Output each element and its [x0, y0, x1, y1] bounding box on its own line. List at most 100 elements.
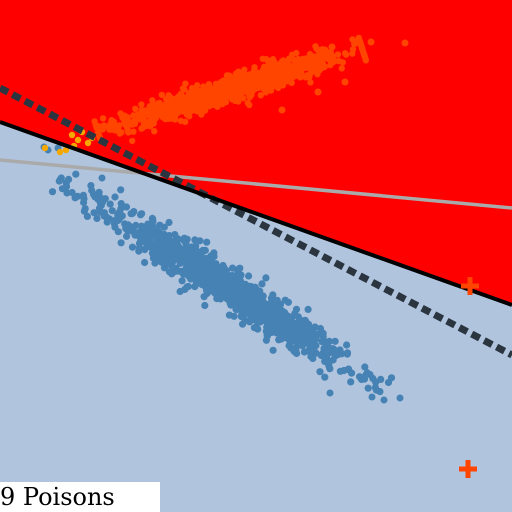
data-point: [256, 287, 264, 295]
data-point: [173, 266, 181, 274]
data-point: [401, 39, 409, 47]
data-point: [158, 239, 166, 247]
data-point: [228, 264, 237, 272]
data-point: [149, 110, 156, 117]
data-point: [268, 76, 275, 84]
data-point: [269, 321, 277, 329]
data-point: [41, 144, 49, 152]
data-point: [280, 57, 287, 64]
data-point: [246, 101, 253, 109]
boundary-lines: [0, 84, 512, 359]
data-point: [277, 313, 285, 321]
data-point: [326, 365, 334, 373]
data-point: [163, 96, 170, 103]
data-point: [230, 312, 238, 320]
data-point: [206, 103, 213, 110]
data-point: [281, 331, 290, 340]
data-point: [293, 337, 301, 345]
data-point: [320, 338, 328, 346]
data-point: [68, 131, 76, 139]
data-point: [192, 246, 200, 254]
data-point: [355, 34, 362, 42]
data-point: [271, 68, 278, 75]
data-point: [92, 121, 99, 128]
data-point: [248, 299, 257, 307]
data-point: [210, 249, 218, 257]
data-point: [196, 108, 203, 115]
data-point: [240, 70, 248, 77]
data-point: [114, 228, 122, 236]
data-point: [134, 111, 141, 118]
data-point: [90, 190, 98, 199]
data-point: [165, 218, 173, 227]
data-point: [275, 303, 283, 311]
data-point: [245, 272, 253, 280]
data-point: [230, 88, 237, 96]
positive-region: [0, 0, 512, 305]
data-point: [95, 204, 104, 212]
data-point: [111, 216, 119, 224]
data-point: [216, 87, 223, 94]
data-point: [257, 92, 264, 99]
data-point: [289, 74, 296, 81]
data-point: [157, 107, 164, 114]
data-point: [153, 251, 161, 259]
data-point: [258, 81, 265, 88]
data-point: [307, 352, 315, 361]
data-point: [99, 115, 107, 122]
data-point: [260, 304, 268, 312]
data-point: [192, 279, 200, 287]
data-point: [117, 200, 125, 208]
data-point: [371, 383, 379, 392]
data-point: [129, 137, 136, 145]
data-point: [121, 220, 129, 228]
data-point: [48, 188, 57, 196]
data-point: [288, 51, 296, 58]
data-point: [241, 84, 248, 91]
data-point: [275, 319, 283, 327]
data-point: [197, 88, 204, 96]
data-point: [247, 314, 255, 322]
data-point: [314, 71, 321, 78]
data-point: [338, 65, 345, 72]
data-point: [291, 56, 298, 64]
data-point: [74, 136, 82, 144]
data-point: [137, 237, 145, 245]
data-point: [149, 217, 157, 226]
data-point: [185, 272, 193, 280]
data-point: [207, 256, 215, 264]
data-point: [253, 293, 261, 301]
data-point: [240, 306, 248, 314]
data-point: [101, 195, 109, 203]
data-point: [326, 389, 334, 397]
data-point: [165, 115, 173, 122]
data-point: [265, 57, 273, 65]
data-point: [149, 222, 157, 231]
data-point: [106, 200, 114, 208]
data-point: [236, 75, 243, 82]
data-point: [244, 89, 251, 96]
data-point: [298, 331, 306, 339]
data-point: [314, 88, 322, 96]
data-point: [349, 46, 357, 53]
data-point: [255, 73, 263, 80]
data-point: [232, 70, 240, 77]
data-point: [304, 305, 312, 313]
blue-cluster: [48, 170, 396, 396]
data-point: [194, 82, 201, 89]
data-point: [294, 313, 302, 321]
data-point: [221, 281, 229, 289]
data-point: [141, 258, 149, 267]
data-point: [349, 36, 356, 43]
data-point: [201, 270, 209, 278]
data-point: [160, 223, 168, 231]
data-point: [239, 320, 247, 328]
data-point: [249, 78, 256, 86]
data-point: [135, 228, 143, 236]
data-point: [306, 332, 314, 340]
poison-markers: [459, 277, 479, 478]
data-point: [98, 174, 106, 182]
data-point: [336, 367, 344, 375]
data-point: [360, 375, 369, 383]
